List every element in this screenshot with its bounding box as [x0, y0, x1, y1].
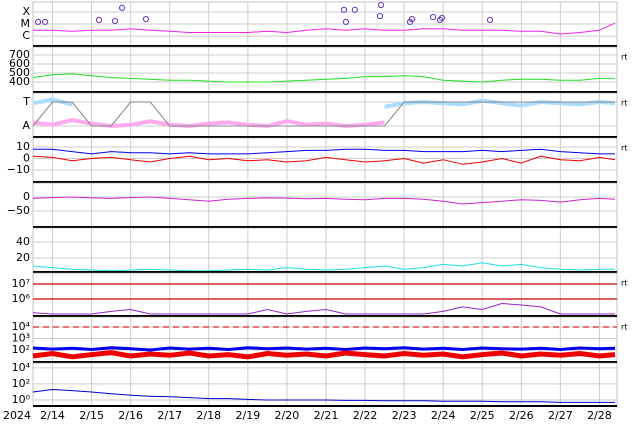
- right-label: rt: [621, 279, 627, 288]
- data-line: [32, 302, 615, 315]
- x-tick-label: 2/28: [587, 409, 612, 422]
- y-tick-label: 10⁴: [12, 361, 31, 374]
- y-tick-label: A: [22, 119, 30, 132]
- panel-frame: [32, 182, 618, 228]
- y-tick-label: 0: [23, 152, 30, 165]
- x-tick-label: 2/22: [353, 409, 378, 422]
- right-label: rt: [621, 144, 627, 153]
- flare-marker: [95, 16, 103, 24]
- y-tick-label: 10⁰: [12, 393, 31, 406]
- x-tick-label: 2/17: [157, 409, 182, 422]
- x-tick-label: 2/19: [235, 409, 260, 422]
- x-tick-label: 2/21: [314, 409, 339, 422]
- x-tick-label: 2/14: [40, 409, 65, 422]
- y-tick-label: C: [22, 29, 30, 42]
- year-label: 2024: [3, 409, 31, 422]
- data-line: [32, 196, 616, 205]
- data-line: [33, 22, 616, 35]
- right-label: rt: [621, 99, 627, 108]
- flare-marker: [34, 18, 42, 26]
- right-label: rt: [621, 53, 627, 62]
- y-tick-label: 10²: [12, 377, 30, 390]
- data-line: [32, 346, 616, 352]
- y-tick-label: 400: [9, 75, 30, 88]
- y-tick-label: T: [22, 95, 30, 108]
- data-line: [32, 262, 615, 272]
- data-line: [32, 155, 616, 165]
- flare-marker: [377, 1, 385, 9]
- flare-marker: [42, 18, 49, 26]
- x-tick-label: 2/25: [470, 409, 495, 422]
- data-line: [32, 73, 615, 83]
- y-tick-label: 10: [16, 140, 30, 153]
- flare-marker: [118, 4, 126, 11]
- data-line: [32, 117, 385, 129]
- flare-marker: [111, 17, 119, 25]
- x-tick-label: 2/27: [548, 409, 573, 422]
- x-tick-label: 2/16: [118, 409, 143, 422]
- y-tick-label: −50: [7, 204, 30, 217]
- flare-marker: [436, 16, 444, 24]
- y-tick-label: 40: [16, 235, 30, 248]
- flare-marker: [342, 18, 349, 26]
- flare-marker: [376, 12, 383, 20]
- flare-marker: [340, 6, 348, 13]
- y-tick-label: X: [22, 5, 30, 18]
- data-line: [33, 148, 615, 155]
- data-line: [32, 350, 616, 360]
- data-line: [32, 388, 615, 403]
- x-tick-label: 2/15: [79, 409, 104, 422]
- y-tick-label: 10⁴: [12, 320, 31, 333]
- right-label: rt: [621, 323, 627, 332]
- x-tick-label: 2/23: [392, 409, 417, 422]
- y-tick-label: M: [21, 17, 31, 30]
- x-tick-label: 2/18: [196, 409, 221, 422]
- y-tick-label: 500: [9, 66, 30, 79]
- flare-marker: [486, 16, 494, 24]
- y-tick-label: 700: [9, 48, 30, 61]
- x-tick-label: 2/24: [431, 409, 456, 422]
- y-tick-label: 10²: [12, 343, 30, 356]
- x-tick-label: 2/20: [275, 409, 300, 422]
- y-tick-label: 20: [16, 251, 30, 264]
- data-line: [32, 97, 73, 107]
- y-tick-label: 10⁶: [12, 292, 31, 305]
- panel-frame: [32, 46, 618, 93]
- flare-marker: [351, 6, 358, 13]
- flare-marker: [142, 15, 149, 23]
- y-tick-label: 600: [9, 57, 30, 70]
- flare-marker: [438, 14, 446, 22]
- y-tick-label: 0: [23, 190, 30, 203]
- y-tick-label: 10⁷: [12, 277, 30, 290]
- y-tick-label: 10³: [12, 332, 30, 345]
- data-line: [32, 101, 615, 127]
- x-tick-label: 2/26: [509, 409, 534, 422]
- flare-marker: [429, 13, 437, 21]
- y-tick-label: −10: [7, 163, 30, 176]
- flare-marker: [408, 15, 416, 23]
